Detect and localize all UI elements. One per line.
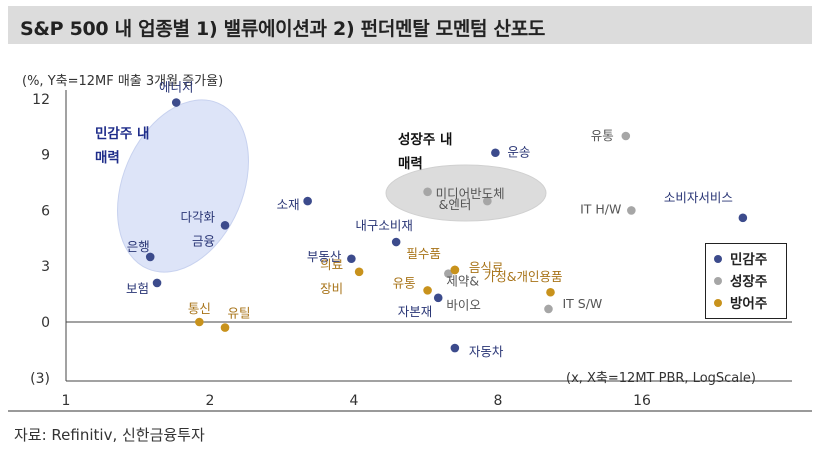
y-tick-label: 3 xyxy=(41,259,50,275)
data-point xyxy=(627,206,636,215)
point-label: 소비자서비스 xyxy=(664,190,733,205)
point-label: 음식료 xyxy=(469,260,504,275)
zone-label: 성장주 내 매력 xyxy=(398,131,452,172)
point-label: 의료 장비 xyxy=(320,257,343,296)
zone-label: 민감주 내 매력 xyxy=(95,125,149,166)
data-point xyxy=(220,220,230,230)
point-label: &엔터 xyxy=(439,197,472,212)
legend-label: 성장주 xyxy=(730,274,768,290)
point-label: 운송 xyxy=(507,145,530,160)
legend-marker-growth xyxy=(714,277,722,285)
point-label: 에너지 xyxy=(159,80,194,95)
chart-title: S&P 500 내 업종별 1) 밸류에이션과 2) 펀더멘탈 모멘텀 산포도 xyxy=(20,18,546,40)
x-tick-label: 8 xyxy=(494,393,503,409)
data-point xyxy=(152,278,162,288)
y-tick-label: 9 xyxy=(41,148,50,164)
data-point xyxy=(738,213,748,223)
y-tick-label: 6 xyxy=(41,203,50,219)
title-bar: S&P 500 내 업종별 1) 밸류에이션과 2) 펀더멘탈 모멘텀 산포도 xyxy=(8,6,812,44)
point-label: 자본재 xyxy=(398,304,433,319)
data-point xyxy=(491,148,500,158)
point-label: IT S/W xyxy=(562,296,602,311)
point-label: 내구소비재 xyxy=(355,218,413,233)
point-label: 유통 xyxy=(591,128,614,143)
x-tick-label: 2 xyxy=(206,393,215,409)
legend-marker-cyclical xyxy=(714,255,722,263)
data-point xyxy=(347,254,356,264)
legend-item-defensive: 방어주 xyxy=(714,292,767,314)
point-label: 유통 xyxy=(393,275,416,290)
data-points xyxy=(145,98,748,353)
zone-ellipse-growth xyxy=(385,164,547,222)
data-point xyxy=(546,287,555,297)
x-axis-unit-note: (x, X축=12MT PBR, LogScale) xyxy=(566,371,756,386)
zone-labels: 민감주 내 매력 성장주 내 매력 xyxy=(95,125,452,172)
data-point xyxy=(621,131,631,141)
y-tick-labels: (3) 0 3 6 9 12 xyxy=(30,92,50,387)
data-point xyxy=(354,267,364,277)
point-label: 은행 xyxy=(127,239,150,254)
point-label: 부동산 xyxy=(307,249,342,264)
legend-label: 민감주 xyxy=(730,252,768,268)
point-label: 보험 xyxy=(126,281,149,296)
y-tick-label: 0 xyxy=(41,315,50,331)
x-tick-labels: 1 2 4 8 16 xyxy=(62,393,651,409)
data-point xyxy=(433,293,443,303)
data-point xyxy=(145,252,155,262)
legend-label: 방어주 xyxy=(730,296,768,312)
data-point xyxy=(450,343,460,353)
data-point xyxy=(444,269,453,278)
data-point xyxy=(303,196,312,206)
data-point xyxy=(391,237,401,247)
y-tick-label: (3) xyxy=(30,371,50,387)
data-point xyxy=(220,323,230,332)
point-label: 미디어반도체 xyxy=(436,186,505,201)
point-label: 자동차 xyxy=(469,344,504,359)
data-point xyxy=(544,304,553,314)
legend-item-cyclical: 민감주 xyxy=(714,248,767,270)
data-point xyxy=(195,317,204,327)
legend: 민감주 성장주 방어주 xyxy=(705,243,787,319)
x-tick-label: 16 xyxy=(633,393,651,409)
legend-item-growth: 성장주 xyxy=(714,270,767,292)
y-axis-unit-note: (%, Y축=12MF 매출 3개월 증가율) xyxy=(22,74,224,89)
point-label: IT H/W xyxy=(580,201,621,216)
point-label: 통신 xyxy=(188,301,211,316)
data-point xyxy=(450,265,460,275)
data-point xyxy=(483,196,492,206)
point-label: 소재 xyxy=(277,197,300,212)
zone-ellipse-cyclical xyxy=(117,99,249,273)
legend-marker-defensive xyxy=(714,299,722,307)
bottom-rule xyxy=(8,410,812,412)
y-tick-label: 12 xyxy=(32,92,50,108)
point-label: 유틸 xyxy=(228,306,251,321)
point-label: 가정&개인용품 xyxy=(484,269,563,284)
x-tick-label: 4 xyxy=(350,393,359,409)
data-point xyxy=(423,286,432,295)
data-point xyxy=(171,98,181,107)
point-label: 필수품 xyxy=(406,246,441,261)
source-note: 자료: Refinitiv, 신한금융투자 xyxy=(14,426,205,444)
x-tick-label: 1 xyxy=(62,393,71,409)
data-point xyxy=(423,187,432,197)
point-label: 제약& 바이오 xyxy=(446,274,481,313)
point-label: 다각화 금융 xyxy=(181,209,216,248)
